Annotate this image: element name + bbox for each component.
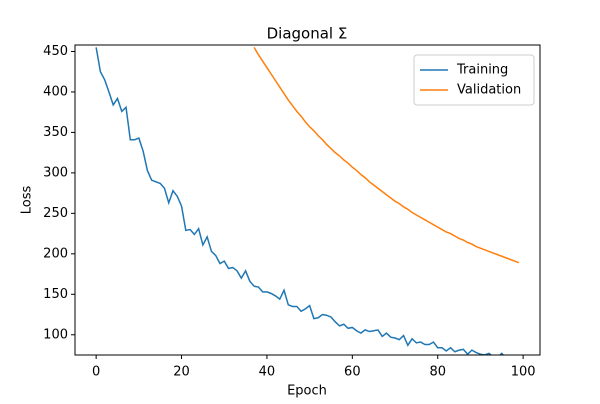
y-tick-label: 200 [43, 246, 68, 261]
x-tick-label: 80 [429, 365, 446, 380]
line-series [95, 47, 505, 355]
x-axis-label: Epoch [287, 384, 327, 399]
y-tick-label: 300 [43, 165, 68, 180]
x-tick-label: 20 [173, 365, 190, 380]
y-tick-label: 350 [43, 125, 68, 140]
axes-frame [74, 44, 541, 356]
y-axis-label: Loss [20, 186, 35, 215]
y-tick-label: 400 [43, 84, 68, 99]
y-tick-label: 250 [43, 206, 68, 221]
legend-label: Training [456, 63, 508, 78]
legend-box [413, 54, 535, 106]
line-series [253, 47, 520, 264]
y-tick-label: 150 [43, 287, 68, 302]
y-tick-label: 450 [43, 44, 68, 59]
chart-title: Diagonal Σ [267, 25, 348, 43]
y-tick-label: 100 [43, 327, 68, 342]
legend-label: Validation [457, 83, 521, 98]
x-tick-label: 100 [511, 365, 536, 380]
plot-area [95, 47, 520, 355]
x-tick-label: 60 [344, 365, 361, 380]
x-tick-label: 0 [92, 365, 100, 380]
x-tick-label: 40 [259, 365, 276, 380]
